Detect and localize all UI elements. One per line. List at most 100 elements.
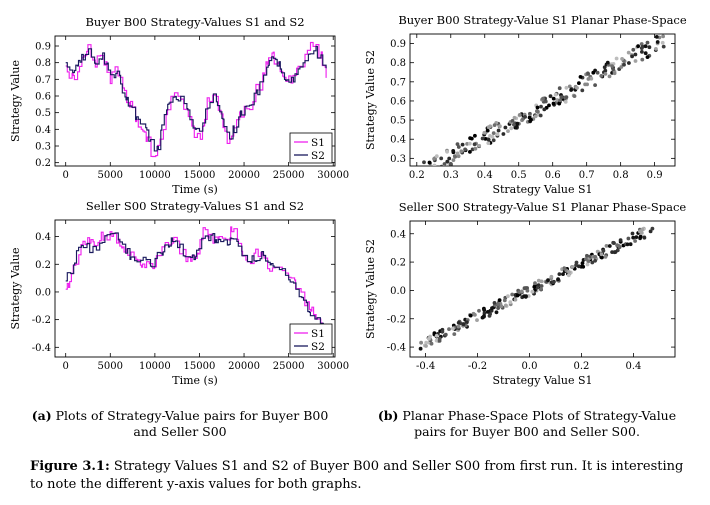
scatter-point — [640, 50, 644, 54]
scatter-point — [424, 344, 428, 348]
scatter-point — [633, 59, 638, 63]
scatter-point — [492, 301, 497, 305]
scatter-point — [601, 248, 606, 253]
y-tick-label: 0.4 — [390, 229, 406, 240]
y-tick-label: 0.8 — [390, 58, 406, 69]
scatter-point — [536, 109, 540, 114]
scatter-point — [654, 35, 659, 39]
scatter-point — [523, 295, 528, 299]
scatter-point — [463, 147, 467, 152]
scatter-point — [622, 62, 626, 67]
scatter-point — [447, 156, 452, 161]
scatter-point — [569, 88, 573, 92]
scatter-point — [485, 128, 490, 133]
scatter-point — [515, 293, 520, 298]
chart-title: Buyer B00 Strategy-Value S1 Planar Phase… — [398, 13, 687, 27]
scatter-point — [564, 85, 569, 90]
scatter-point — [626, 50, 631, 55]
x-axis-label: Time (s) — [172, 183, 218, 196]
y-tick-label: 0.5 — [35, 108, 51, 119]
scatter-point — [480, 136, 485, 141]
scatter-point — [595, 249, 600, 254]
scatter-point — [434, 333, 439, 338]
scatter-point — [497, 298, 502, 303]
scatter-point — [536, 278, 541, 283]
scatter-point — [434, 338, 439, 343]
scatter-point — [456, 145, 461, 149]
scatter-point — [467, 141, 472, 146]
scatter-point — [455, 151, 460, 156]
scatter-point — [602, 65, 607, 70]
y-tick-label: -0.2 — [32, 315, 51, 326]
scatter-point — [496, 306, 500, 310]
scatter-point — [451, 149, 456, 153]
scatter-point — [578, 75, 583, 79]
x-tick-label: 20000 — [228, 361, 260, 372]
scatter-point — [445, 149, 449, 154]
scatter-point — [498, 124, 502, 129]
scatter-point — [447, 327, 451, 331]
scatter-point — [482, 130, 487, 135]
scatter-point — [661, 44, 666, 49]
scatter-point — [549, 274, 554, 279]
scatter-point — [473, 146, 478, 151]
scatter-point — [422, 160, 426, 165]
scatter-point — [627, 61, 631, 65]
scatter-point — [508, 300, 513, 305]
chart-title: Seller S00 Strategy-Values S1 and S2 — [86, 200, 304, 213]
scatter-point — [491, 138, 496, 143]
scatter-point — [548, 94, 553, 99]
scatter-point — [510, 119, 515, 123]
x-tick-label: 0 — [63, 170, 69, 181]
scatter-point — [456, 324, 461, 329]
y-tick-label: 0.3 — [390, 154, 406, 165]
scatter-point — [620, 57, 624, 61]
x-tick-label: 15000 — [184, 361, 216, 372]
y-tick-label: 0.7 — [390, 77, 406, 88]
chart-seller-strategy-values: Seller S00 Strategy-Values S1 and S2 0 500… — [9, 200, 349, 387]
y-tick-label: 0.2 — [390, 258, 406, 269]
scatter-point — [583, 82, 587, 87]
scatter-point — [643, 44, 648, 49]
scatter-point — [523, 286, 528, 290]
scatter-point — [501, 132, 506, 136]
subcaption-b: (b) Planar Phase-Space Plots of Strategy… — [362, 408, 692, 440]
series-line-s1 — [65, 226, 325, 338]
scatter-point — [551, 280, 556, 285]
scatter-point — [472, 312, 477, 317]
scatter-point — [465, 320, 469, 325]
x-tick-label: 30000 — [317, 170, 349, 181]
scatter-point — [477, 143, 482, 148]
scatter-point — [486, 141, 491, 146]
x-axis-label: Strategy Value S1 — [492, 374, 592, 387]
x-axis-label: Strategy Value S1 — [492, 183, 592, 196]
scatter-point — [605, 60, 610, 65]
x-tick-label: 0.8 — [613, 170, 629, 181]
y-tick-label: 0.6 — [35, 92, 51, 103]
plot-frame — [54, 219, 336, 358]
scatter-point — [434, 171, 438, 175]
scatter-point — [486, 125, 491, 130]
scatter-point — [564, 95, 569, 99]
scatter-point — [486, 137, 491, 142]
scatter-point — [459, 149, 464, 154]
figure-caption-text: Strategy Values S1 and S2 of Buyer B00 a… — [30, 459, 684, 492]
y-tick-label: -0.2 — [387, 314, 406, 325]
scatter-point — [611, 240, 616, 245]
scatter-point — [572, 94, 577, 98]
scatter-point — [506, 129, 510, 134]
plot-frame — [409, 33, 676, 167]
figure-caption: Figure 3.1: Strategy Values S1 and S2 of… — [30, 458, 700, 494]
scatter-point — [533, 281, 537, 286]
scatter-point — [654, 47, 658, 51]
scatter-point — [434, 166, 438, 170]
scatter-point — [494, 310, 499, 315]
y-axis-label: Strategy Value S2 — [364, 50, 377, 150]
x-tick-label: -0.4 — [416, 361, 435, 372]
scatter-point — [557, 101, 562, 106]
y-tick-label: 0.0 — [390, 286, 406, 297]
scatter-point — [472, 142, 477, 147]
scatter-point — [618, 238, 623, 242]
x-tick-label: 5000 — [98, 361, 123, 372]
subcaption-a-label: (a) — [31, 408, 52, 423]
